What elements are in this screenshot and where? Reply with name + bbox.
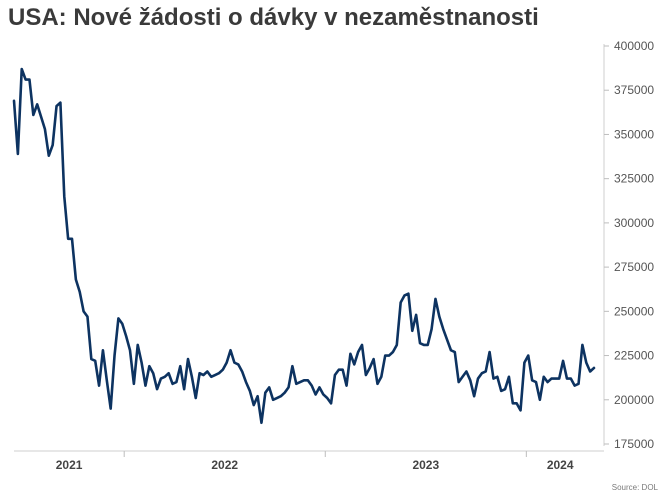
- y-tick-label: 350000: [614, 127, 654, 141]
- y-tick-label: 175000: [614, 437, 654, 451]
- x-tick-label: 2023: [412, 458, 439, 472]
- x-axis: 2021 2022 2023 2024: [14, 450, 604, 472]
- y-tick-label: 225000: [614, 349, 654, 363]
- y-tick-label: 375000: [614, 83, 654, 97]
- y-tick-label: 250000: [614, 304, 654, 318]
- y-tick-label: 200000: [614, 393, 654, 407]
- series-line: [12, 67, 596, 425]
- y-tick-label: 325000: [614, 172, 654, 186]
- chart-title: USA: Nové žádosti o dávky v nezaměstnano…: [8, 4, 539, 31]
- y-tick-label: 300000: [614, 216, 654, 230]
- x-tick-label: 2021: [56, 458, 83, 472]
- y-tick-label: 400000: [614, 39, 654, 53]
- x-tick-label: 2022: [211, 458, 238, 472]
- source-note: Source: DOL: [611, 483, 658, 492]
- y-tick-label: 275000: [614, 260, 654, 274]
- x-tick-label: 2024: [547, 458, 574, 472]
- series-group: [12, 67, 596, 425]
- y-axis: 175000 200000 225000 250000 275000 300000 3250…: [603, 39, 654, 451]
